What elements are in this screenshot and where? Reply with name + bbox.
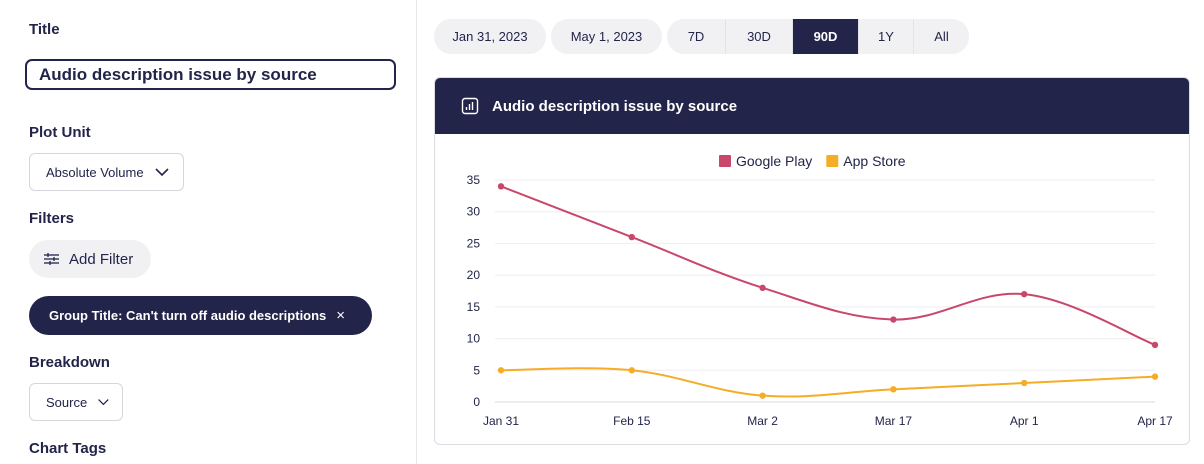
data-point <box>628 367 635 374</box>
legend-swatch <box>719 155 731 167</box>
preset-all[interactable]: All <box>934 29 949 44</box>
filters-label: Filters <box>29 210 75 227</box>
y-tick-label: 15 <box>467 300 481 314</box>
data-point <box>497 367 505 374</box>
plot-unit-label: Plot Unit <box>29 124 91 141</box>
add-filter-button[interactable]: Add Filter <box>29 240 151 278</box>
plot-unit-value: Absolute Volume <box>46 164 144 180</box>
y-tick-label: 20 <box>467 268 481 282</box>
chart-card: Audio description issue by source 0 5 10 15… <box>434 77 1190 445</box>
range-preset-group: 7D 30D 90D 1Y All <box>667 19 969 54</box>
y-tick-label: 35 <box>467 173 481 187</box>
sliders-icon <box>44 253 59 265</box>
chevron-down-icon <box>98 399 109 406</box>
preset-1y[interactable]: 1Y <box>859 19 914 54</box>
legend-label: Google Play <box>736 153 812 169</box>
x-tick-label: Mar 2 <box>747 414 778 428</box>
y-tick-label: 10 <box>467 332 481 346</box>
x-tick-label: Apr 1 <box>1010 414 1039 428</box>
plot-unit-select[interactable]: Absolute Volume <box>29 153 184 191</box>
data-point <box>890 386 897 393</box>
breakdown-select[interactable]: Source <box>29 383 123 421</box>
data-point <box>759 392 766 399</box>
legend-swatch <box>826 155 839 167</box>
y-tick-label: 5 <box>473 363 480 377</box>
chart-header: Audio description issue by source <box>435 78 1189 134</box>
series-line <box>500 185 1156 346</box>
series-line <box>500 367 1156 398</box>
chevron-down-icon <box>155 168 169 177</box>
preset-7d[interactable]: 7D <box>667 19 726 54</box>
y-tick-label: 30 <box>467 205 481 219</box>
y-tick-label: 0 <box>473 395 480 409</box>
data-point <box>1151 341 1159 349</box>
add-filter-label: Add Filter <box>69 250 134 268</box>
title-label: Title <box>29 21 60 38</box>
preset-30d[interactable]: 30D <box>726 19 793 54</box>
data-point <box>890 316 897 323</box>
breakdown-value: Source <box>46 394 88 410</box>
chart-settings-panel: Title Plot Unit Absolute Volume Filters … <box>0 0 417 464</box>
x-tick-label: Apr 17 <box>1137 414 1173 428</box>
x-tick-label: Jan 31 <box>483 414 519 428</box>
chart-tags-label: Chart Tags <box>29 440 107 457</box>
filter-chip: Group Title: Can't turn off audio descri… <box>29 296 372 335</box>
breakdown-label: Breakdown <box>29 354 110 371</box>
legend-label: App Store <box>843 153 905 169</box>
data-point <box>497 183 505 190</box>
close-icon[interactable]: × <box>336 307 346 324</box>
data-point <box>1021 290 1028 298</box>
end-date-button[interactable]: May 1, 2023 <box>551 19 662 54</box>
filter-chip-label: Group Title: Can't turn off audio descri… <box>49 308 327 323</box>
chart-title: Audio description issue by source <box>492 97 738 115</box>
data-point <box>1151 373 1159 380</box>
data-point <box>628 233 635 241</box>
preset-90d[interactable]: 90D <box>793 19 859 54</box>
y-tick-label: 25 <box>467 236 481 250</box>
bar-chart-icon <box>461 97 479 115</box>
start-date-button[interactable]: Jan 31, 2023 <box>434 19 546 54</box>
date-range-bar: Jan 31, 2023 May 1, 2023 7D 30D 90D 1Y A… <box>434 19 969 54</box>
data-point <box>1021 379 1028 387</box>
x-tick-label: Feb 15 <box>613 414 651 428</box>
title-input[interactable] <box>25 59 396 90</box>
line-chart: 0 5 10 15 20 25 30 35 Jan 31 Feb 15 Mar 2 Mar 17 Apr… <box>467 153 1173 428</box>
x-tick-label: Mar 17 <box>875 414 913 428</box>
data-point <box>759 284 766 292</box>
